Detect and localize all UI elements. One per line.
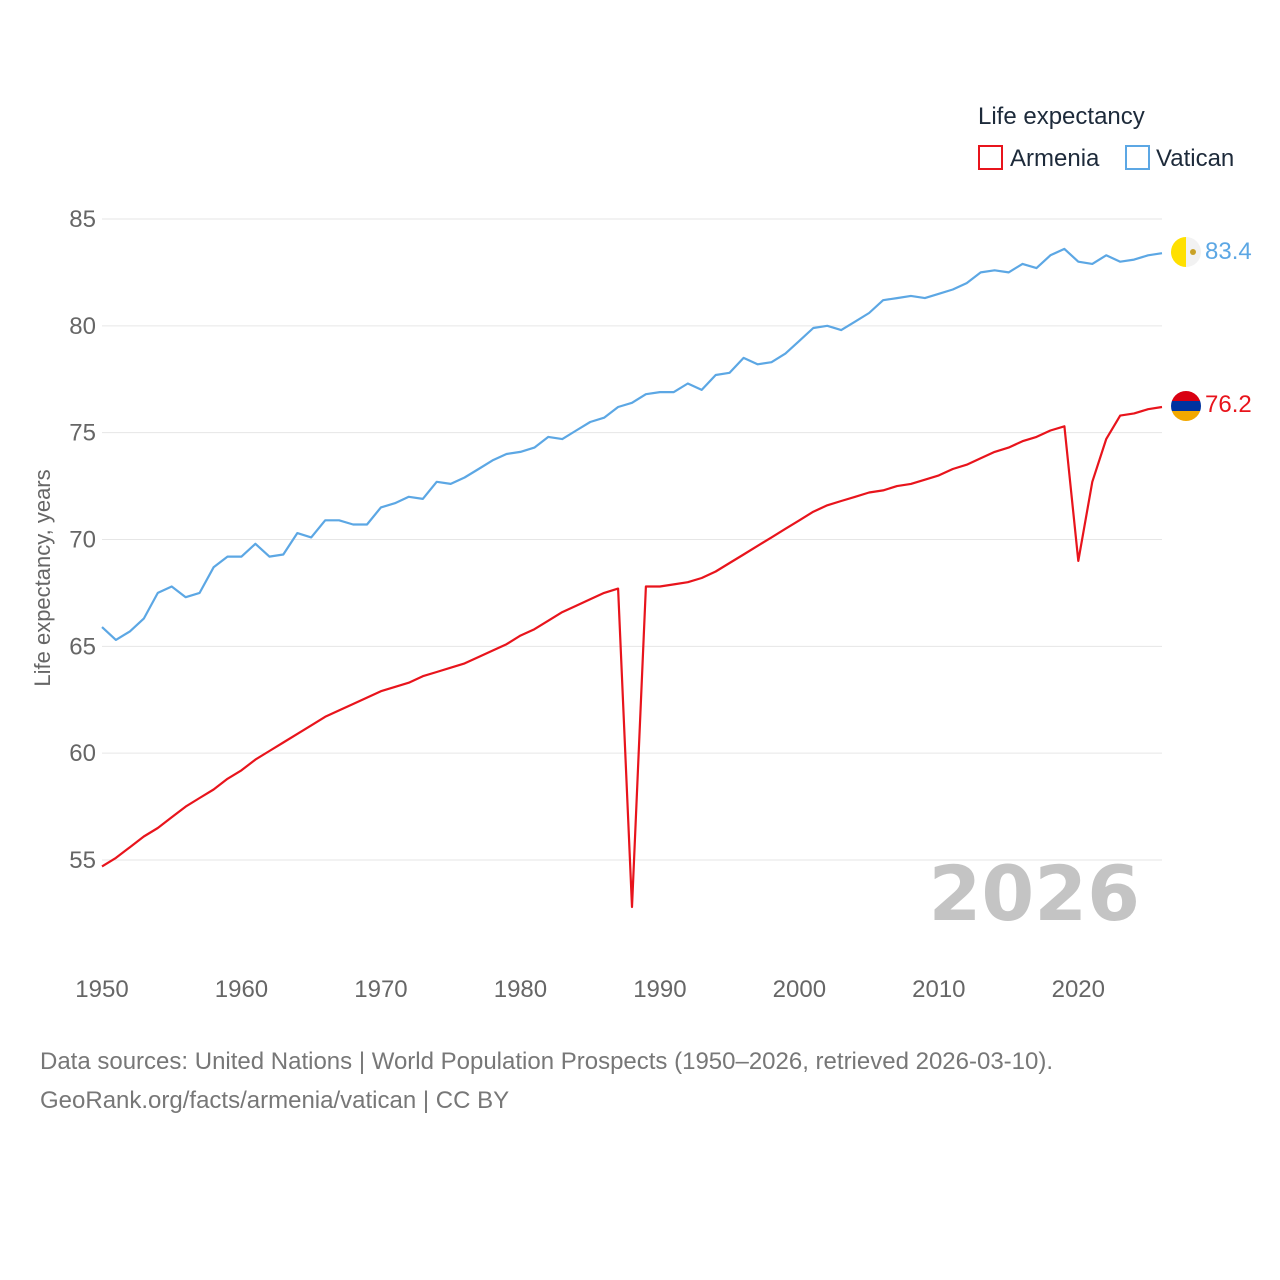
x-tick-label-1980: 1980	[494, 976, 547, 1003]
y-tick-label-55: 55	[69, 847, 96, 874]
x-tick-label-1960: 1960	[215, 976, 268, 1003]
line-chart: 55 60 65 70 75 80 85 1950 1960 1970 1980 1990 2000 2…	[30, 103, 1252, 1003]
y-axis-ticks: 55 60 65 70 75 80 85	[69, 206, 96, 874]
series-line-armenia[interactable]	[101, 405, 1163, 909]
x-axis-ticks: 1950 1960 1970 1980 1990 2000 2010 2020	[75, 976, 1105, 1003]
y-tick-label-75: 75	[69, 420, 96, 447]
y-tick-label-70: 70	[69, 527, 96, 554]
legend-swatch-vatican	[1125, 145, 1150, 170]
data-sources-text: Data sources: United Nations | World Pop…	[40, 1048, 1054, 1075]
vatican-flag-icon	[1171, 237, 1201, 267]
y-tick-label-65: 65	[69, 633, 96, 660]
legend: Life expectancy Armenia Vatican	[978, 103, 1234, 172]
legend-label-vatican: Vatican	[1156, 145, 1234, 172]
y-tick-label-85: 85	[69, 206, 96, 233]
end-label-armenia: 76.2	[1205, 391, 1252, 418]
legend-label-armenia: Armenia	[1010, 145, 1100, 172]
legend-item-armenia[interactable]: Armenia	[978, 145, 1100, 172]
y-tick-label-60: 60	[69, 740, 96, 767]
series-line-vatican[interactable]	[101, 247, 1163, 642]
series-lines	[101, 247, 1163, 909]
footer: Data sources: United Nations | World Pop…	[40, 1042, 1260, 1120]
x-tick-label-1970: 1970	[354, 976, 407, 1003]
gridlines	[102, 218, 1162, 861]
x-tick-label-2000: 2000	[773, 976, 826, 1003]
legend-item-vatican[interactable]: Vatican	[1125, 145, 1234, 172]
y-tick-label-80: 80	[69, 313, 96, 340]
x-tick-label-1990: 1990	[633, 976, 686, 1003]
armenia-flag-icon	[1171, 391, 1201, 421]
year-stamp: 2026	[928, 849, 1140, 938]
x-tick-label-2010: 2010	[912, 976, 965, 1003]
x-tick-label-1950: 1950	[75, 976, 128, 1003]
y-axis-title: Life expectancy, years	[30, 469, 55, 686]
credit-link[interactable]: GeoRank.org/facts/armenia/vatican | CC B…	[40, 1087, 510, 1114]
legend-title: Life expectancy	[978, 103, 1145, 130]
x-tick-label-2020: 2020	[1052, 976, 1105, 1003]
end-label-vatican: 83.4	[1205, 238, 1252, 265]
legend-swatch-armenia	[978, 145, 1003, 170]
